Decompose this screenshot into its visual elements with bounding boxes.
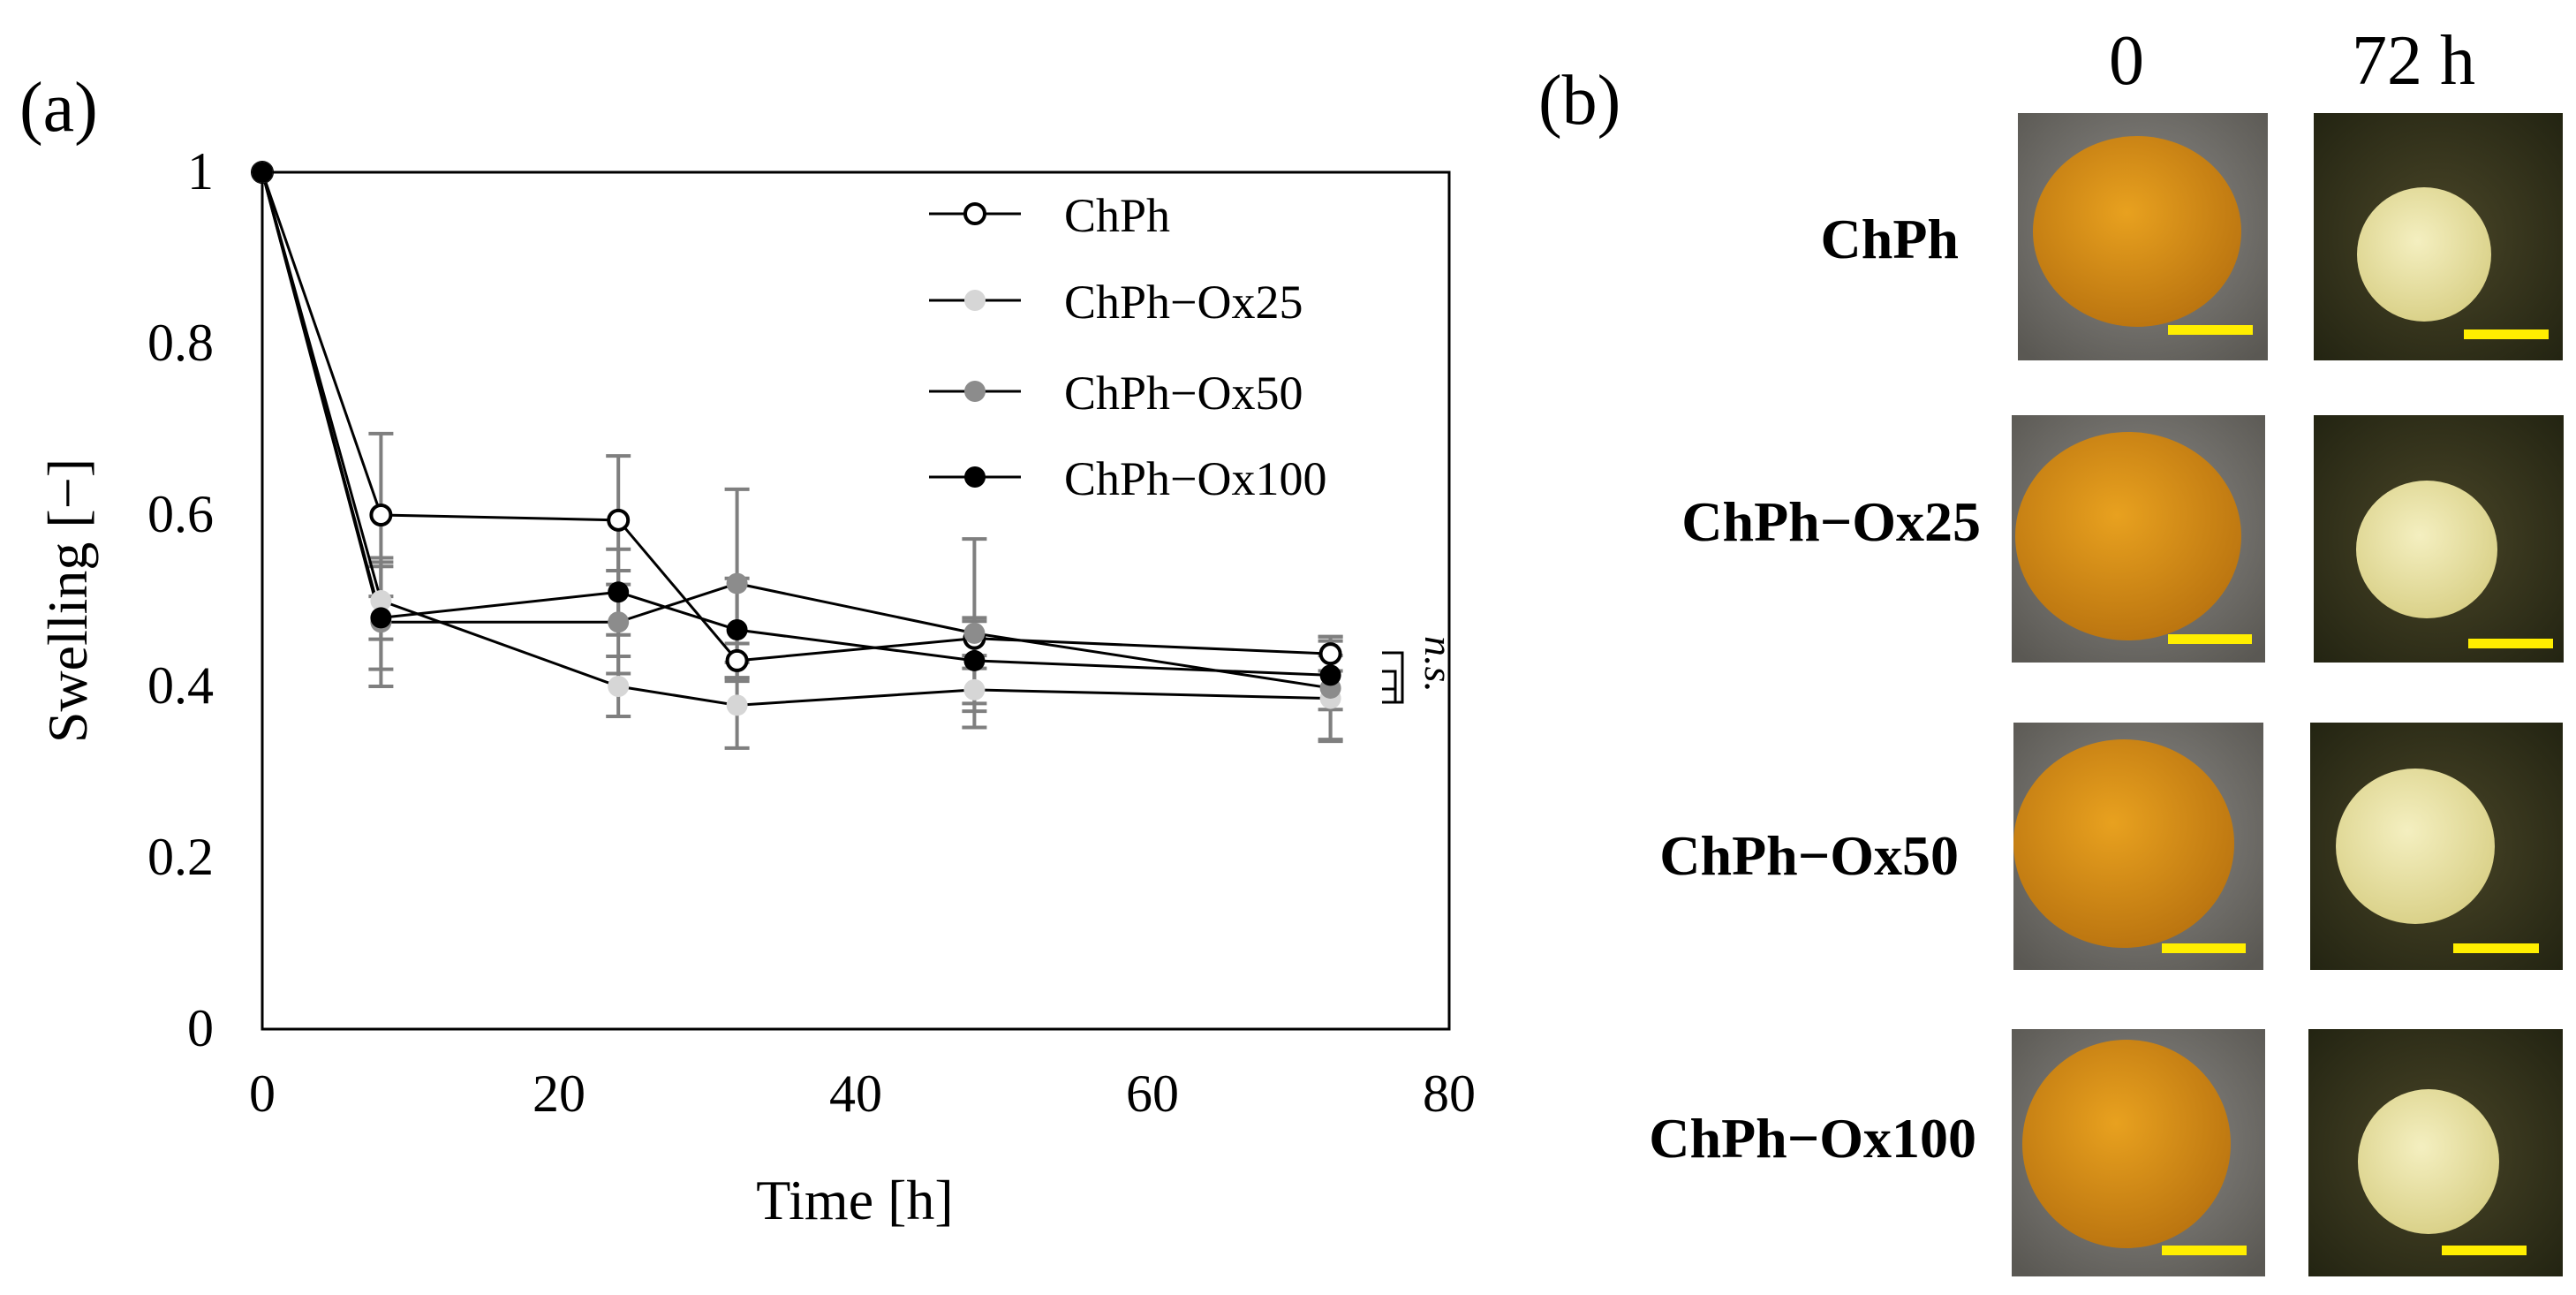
- data-point: [963, 649, 986, 671]
- panel-a-label: (a): [19, 69, 98, 147]
- data-point: [608, 611, 630, 633]
- scale-bar: [2453, 943, 2539, 953]
- data-point: [1318, 642, 1342, 666]
- y-tick-label: 1: [187, 142, 214, 201]
- row-label-chph: ChPh: [1821, 208, 1960, 270]
- data-point: [370, 590, 392, 611]
- legend-label: ChPh−Ox100: [1064, 452, 1327, 505]
- legend-marker: [964, 466, 986, 488]
- ns-bracket-outer: [1382, 651, 1404, 704]
- series-markers: [251, 161, 1342, 716]
- legend-marker: [963, 202, 986, 225]
- row-label-ox25: ChPh−Ox25: [1681, 490, 1981, 553]
- scale-bar: [2162, 943, 2246, 953]
- legend-marker: [964, 381, 986, 402]
- legend-entry-ox100: ChPh−Ox100: [929, 452, 1327, 505]
- data-point: [608, 581, 630, 603]
- swelling-chart: 0 0.2 0.4 0.6 0.8 1 0 20 40 60 80 n.s. Time [h] S…: [36, 142, 1476, 1231]
- x-tick-label: 0: [249, 1064, 276, 1123]
- y-tick-label: 0.6: [147, 485, 214, 543]
- x-tick-label: 60: [1126, 1064, 1179, 1123]
- scale-bar: [2468, 639, 2553, 648]
- photo-ox100-72h: [2308, 1029, 2563, 1276]
- y-tick-labels: 0 0.2 0.4 0.6 0.8 1: [147, 142, 214, 1057]
- photo-ox25-72h: [2314, 415, 2564, 663]
- row-label-ox50: ChPh−Ox50: [1659, 824, 1959, 887]
- data-point: [725, 648, 749, 672]
- x-tick-label: 20: [533, 1064, 585, 1123]
- y-axis-title: Swelling [−]: [36, 458, 99, 743]
- ns-bracket-inner: [1382, 670, 1397, 702]
- column-header-72h: 72 h: [2352, 22, 2475, 100]
- photo-ox50-72h: [2310, 723, 2563, 970]
- scale-bar: [2168, 325, 2253, 335]
- x-axis-title: Time [h]: [756, 1169, 953, 1231]
- data-point: [963, 622, 986, 644]
- photo-ox25-0h: [2012, 415, 2265, 663]
- data-point: [607, 508, 631, 532]
- data-point: [608, 676, 630, 697]
- series-line: [261, 171, 1331, 663]
- data-point: [963, 678, 986, 701]
- plot-frame: [261, 170, 1451, 1031]
- data-point: [726, 572, 748, 594]
- legend-entry-chph: ChPh: [929, 189, 1170, 242]
- y-tick-label: 0: [187, 999, 214, 1057]
- legend: ChPh ChPh−Ox25 ChPh−Ox50 ChPh−Ox100: [929, 189, 1327, 505]
- photo-chph-0h: [2018, 113, 2268, 360]
- legend-marker: [964, 290, 986, 311]
- legend-label: ChPh−Ox25: [1064, 276, 1303, 329]
- data-point: [1319, 664, 1341, 686]
- series-lines: [261, 171, 1331, 707]
- photo-ox100-0h: [2012, 1029, 2265, 1276]
- scale-bar: [2162, 1246, 2247, 1255]
- data-point: [252, 162, 273, 183]
- ns-annotation: n.s.: [1416, 636, 1462, 693]
- y-tick-label: 0.8: [147, 314, 214, 372]
- series-line: [261, 171, 1331, 690]
- y-tick-label: 0.2: [147, 828, 214, 886]
- legend-entry-ox50: ChPh−Ox50: [929, 367, 1303, 420]
- series-line: [261, 171, 1331, 707]
- series-line: [261, 171, 1331, 677]
- data-point: [370, 607, 392, 629]
- scale-bar: [2168, 634, 2252, 644]
- legend-label: ChPh: [1064, 189, 1170, 242]
- data-point: [726, 694, 748, 716]
- data-point: [369, 504, 393, 526]
- row-label-ox100: ChPh−Ox100: [1649, 1107, 1976, 1170]
- data-point: [726, 618, 748, 640]
- panel-b-label: (b): [1538, 62, 1620, 140]
- x-tick-label: 40: [829, 1064, 882, 1123]
- x-tick-labels: 0 20 40 60 80: [249, 1064, 1476, 1123]
- photo-ox50-0h: [2013, 723, 2263, 970]
- photo-chph-72h: [2314, 113, 2563, 360]
- scale-bar: [2464, 329, 2549, 339]
- y-tick-label: 0.4: [147, 656, 214, 715]
- legend-label: ChPh−Ox50: [1064, 367, 1303, 420]
- column-header-0h: 0: [2109, 22, 2144, 100]
- scale-bar: [2442, 1246, 2527, 1255]
- x-tick-label: 80: [1423, 1064, 1476, 1123]
- legend-entry-ox25: ChPh−Ox25: [929, 276, 1303, 329]
